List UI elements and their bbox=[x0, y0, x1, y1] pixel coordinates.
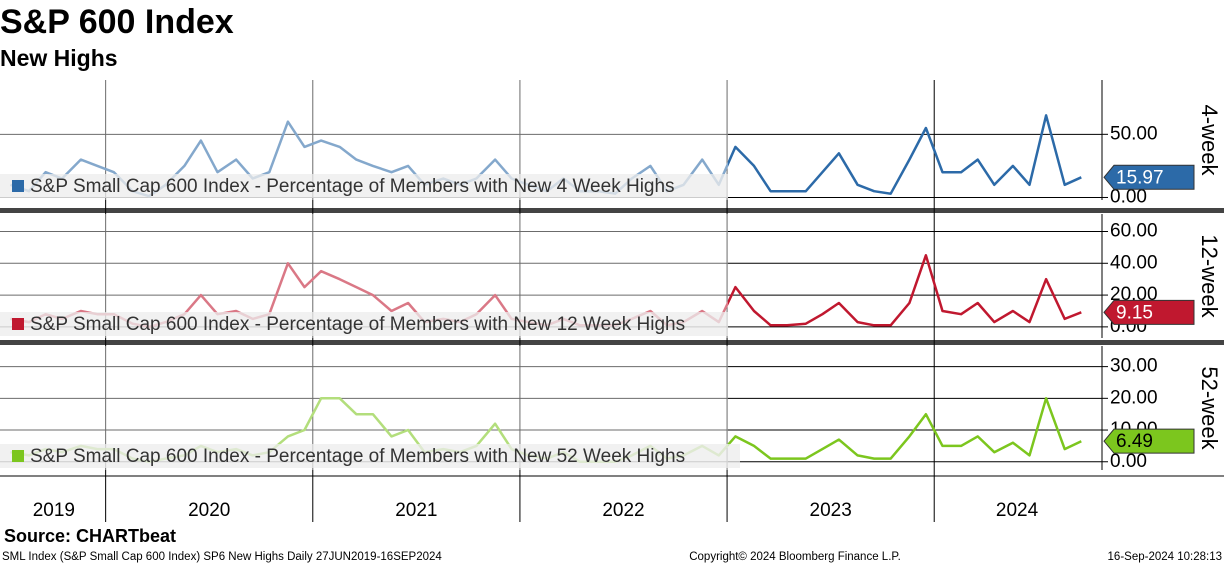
last-value-tag bbox=[1103, 299, 1195, 325]
y-tick-label: 30.00 bbox=[1110, 356, 1158, 377]
footer-right: 16-Sep-2024 10:28:13 bbox=[1108, 551, 1222, 563]
y-tick-label: 60.00 bbox=[1110, 221, 1158, 242]
panel-label: 52-week bbox=[1197, 366, 1222, 450]
panel-label: 4-week bbox=[1197, 105, 1222, 177]
y-tick-label: 50.00 bbox=[1110, 123, 1158, 144]
last-value-tag bbox=[1103, 164, 1195, 190]
legend-label: S&P Small Cap 600 Index - Percentage of … bbox=[30, 314, 685, 335]
panel-separator bbox=[0, 208, 1224, 213]
last-value-label: 15.97 bbox=[1116, 167, 1164, 188]
chart-title: S&P 600 Index bbox=[0, 3, 234, 41]
x-tick-label: 2023 bbox=[810, 500, 852, 521]
legend-swatch bbox=[12, 180, 24, 192]
chart-subtitle: New Highs bbox=[0, 45, 118, 71]
y-tick-label: 40.00 bbox=[1110, 252, 1158, 273]
legend-box bbox=[0, 174, 728, 198]
last-value-label: 9.15 bbox=[1116, 302, 1153, 323]
x-tick-label: 2021 bbox=[395, 500, 437, 521]
last-value-label: 6.49 bbox=[1116, 431, 1153, 452]
y-tick-label: 0.00 bbox=[1110, 186, 1147, 207]
source: Source: CHARTbeat bbox=[4, 526, 176, 546]
legend-label: S&P Small Cap 600 Index - Percentage of … bbox=[30, 176, 675, 197]
x-tick-label: 2019 bbox=[33, 500, 75, 521]
legend-swatch bbox=[12, 318, 24, 330]
legend-box bbox=[0, 444, 740, 468]
panel-separator bbox=[0, 340, 1224, 345]
panel-label: 12-week bbox=[1197, 234, 1222, 318]
x-tick-label: 2020 bbox=[188, 500, 230, 521]
x-tick-label: 2024 bbox=[996, 500, 1039, 521]
y-tick-label: 0.00 bbox=[1110, 451, 1147, 472]
legend-swatch bbox=[12, 450, 24, 462]
last-value-tag bbox=[1103, 428, 1195, 454]
y-tick-label: 20.00 bbox=[1110, 387, 1158, 408]
footer-left: SML Index (S&P Small Cap 600 Index) SP6 … bbox=[2, 551, 442, 563]
footer-center: Copyright© 2024 Bloomberg Finance L.P. bbox=[689, 551, 901, 563]
x-tick-label: 2022 bbox=[602, 500, 644, 521]
legend-box bbox=[0, 312, 728, 336]
legend-label: S&P Small Cap 600 Index - Percentage of … bbox=[30, 446, 685, 467]
